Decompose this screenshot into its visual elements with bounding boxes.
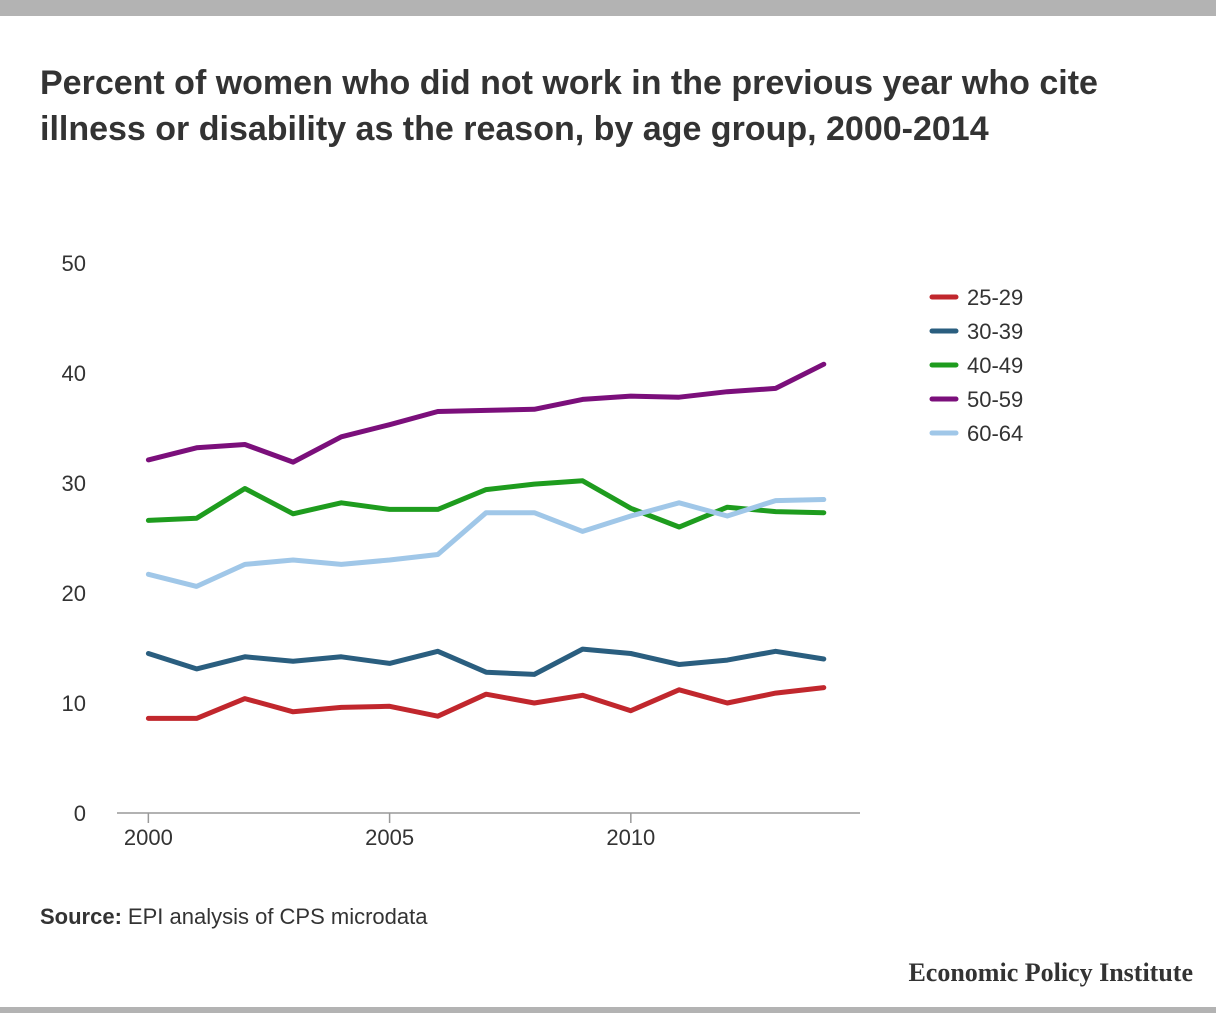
bottom-border-bar [0, 1007, 1216, 1013]
legend-label-40-49: 40-49 [967, 353, 1023, 378]
epi-logo: Economic Policy Institute [908, 958, 1193, 987]
y-tick-label: 50 [62, 251, 86, 276]
chart-title: Percent of women who did not work in the… [40, 64, 1098, 148]
legend-label-50-59: 50-59 [967, 387, 1023, 412]
x-tick-label: 2010 [606, 825, 655, 850]
y-tick-label: 30 [62, 471, 86, 496]
y-tick-label: 40 [62, 361, 86, 386]
source-text: EPI analysis of CPS microdata [127, 904, 428, 929]
source-note: Source: EPI analysis of CPS microdata [40, 904, 428, 930]
legend-label-25-29: 25-29 [967, 285, 1023, 310]
series-line-40-49 [145, 478, 827, 530]
x-tick-label: 2005 [365, 825, 414, 850]
y-tick-label: 0 [74, 801, 86, 826]
series-line-30-39 [145, 646, 827, 677]
series-line-60-64 [145, 497, 827, 589]
source-label: Source: [40, 904, 122, 929]
x-tick-label: 2000 [124, 825, 173, 850]
series-line-50-59 [145, 361, 827, 465]
y-tick-label: 10 [62, 691, 86, 716]
legend-label-30-39: 30-39 [967, 319, 1023, 344]
y-tick-label: 20 [62, 581, 86, 606]
series-line-25-29 [145, 685, 827, 721]
top-border-bar [0, 0, 1216, 16]
legend-label-60-64: 60-64 [967, 421, 1023, 446]
